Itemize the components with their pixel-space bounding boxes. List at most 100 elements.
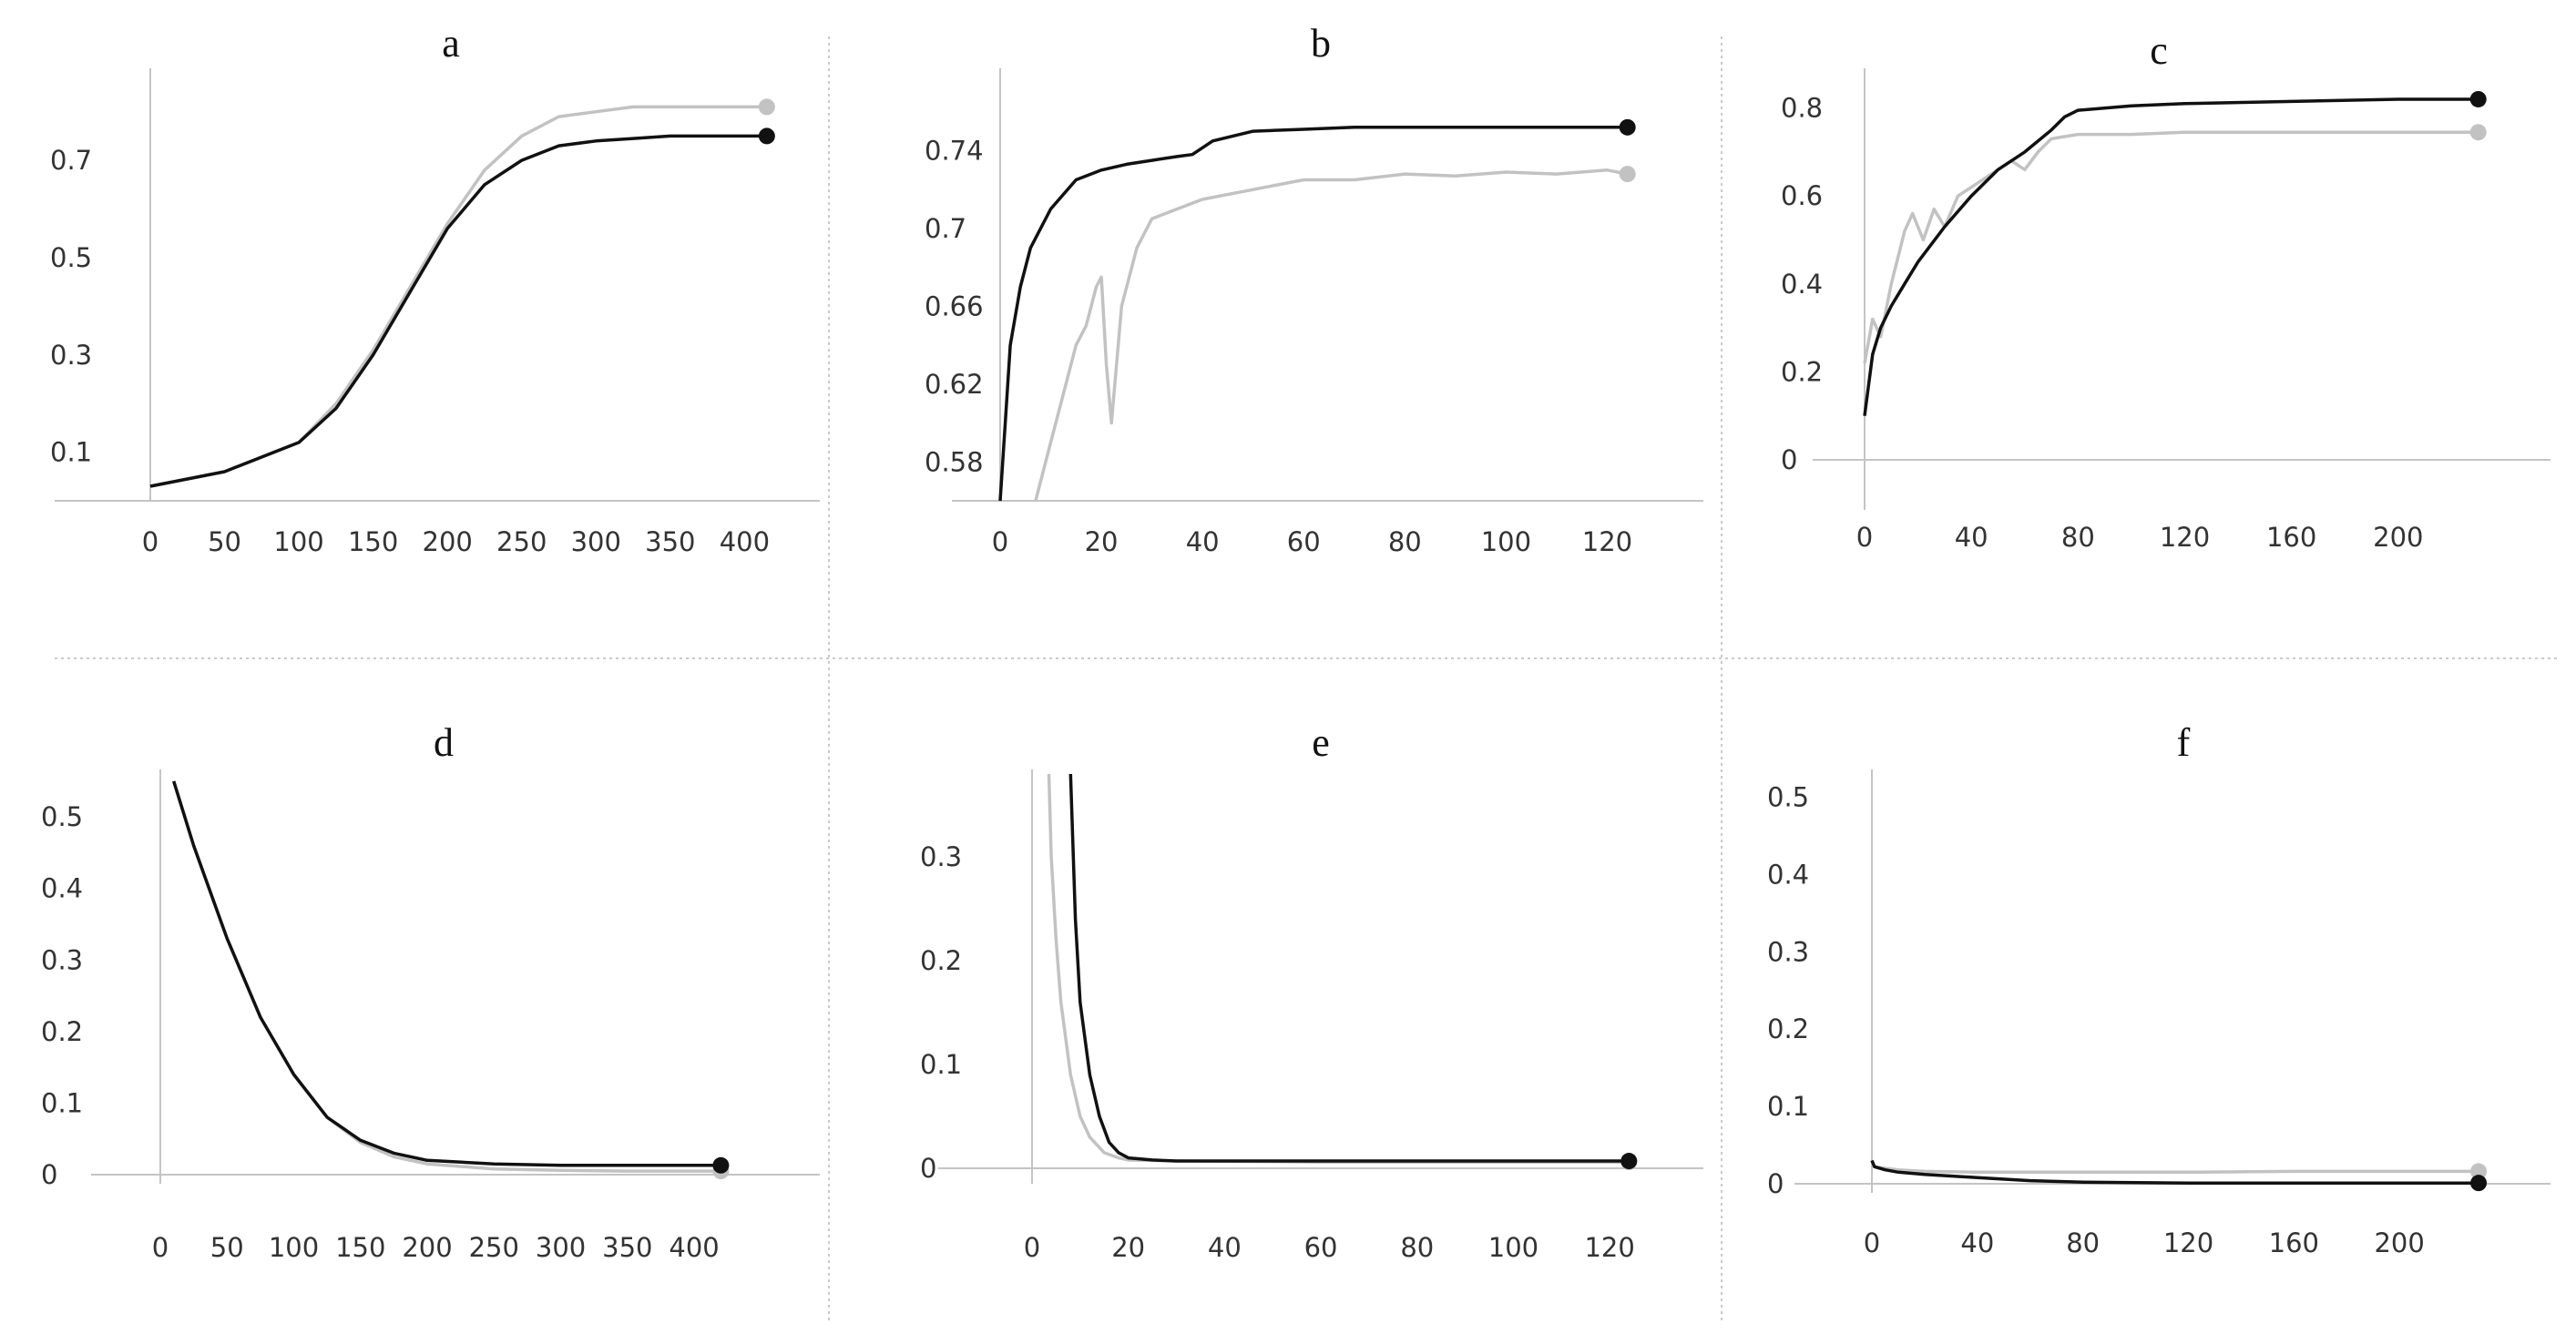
x-tick-label-a: 300 — [571, 526, 621, 557]
series-endpoint-gray-a — [758, 98, 775, 116]
y-tick-label-c: 0.8 — [1781, 93, 1823, 124]
series-endpoint-gray-c — [2469, 124, 2487, 141]
x-tick-label-d: 350 — [602, 1232, 652, 1263]
y-tick-label-a: 0.7 — [50, 145, 92, 176]
y-tick-label-e: 0.3 — [920, 841, 962, 872]
x-tick-label-f: 160 — [2269, 1227, 2319, 1258]
chart-panel-b: b 0 20 40 60 80 100 120 0.58 0.62 0.66 0.7 0.74 — [925, 21, 1703, 557]
y-tick-label-d: 0.1 — [41, 1087, 83, 1118]
y-tick-label-e: 0.1 — [920, 1049, 962, 1080]
chart-panel-d: d 0 50 100 150 200 250 300 350 400 0 0.1 0.2 0.3 0.4 0.… — [41, 720, 820, 1263]
series-line-black-d — [172, 780, 721, 1167]
x-tick-label-a: 400 — [720, 526, 770, 557]
series-endpoint-black-b — [1619, 118, 1636, 136]
x-tick-label-d: 300 — [536, 1232, 586, 1263]
series-line-gray-a — [149, 105, 767, 488]
y-tick-label-a: 0.5 — [50, 242, 92, 273]
x-tick-label-f: 40 — [1960, 1227, 1994, 1258]
x-tick-label-b: 100 — [1481, 526, 1531, 557]
x-tick-label-b: 0 — [992, 526, 1008, 557]
x-tick-label-f: 120 — [2163, 1227, 2213, 1258]
y-tick-label-f: 0.5 — [1767, 781, 1809, 812]
y-tick-label-f: 0.2 — [1767, 1013, 1809, 1044]
x-tick-label-a: 250 — [496, 526, 547, 557]
y-tick-label-c: 0.2 — [1781, 356, 1823, 387]
panel-title-f: f — [2177, 720, 2191, 765]
y-tick-label-d: 0.4 — [41, 873, 83, 904]
x-tick-label-c: 200 — [2373, 522, 2423, 553]
series-endpoint-black-e — [1620, 1153, 1638, 1170]
x-tick-label-e: 120 — [1584, 1232, 1634, 1263]
x-tick-label-a: 200 — [423, 526, 473, 557]
x-tick-label-c: 80 — [2061, 522, 2095, 553]
x-tick-label-d: 250 — [469, 1232, 519, 1263]
y-tick-label-e: 0.2 — [920, 945, 962, 976]
x-tick-label-f: 80 — [2066, 1227, 2100, 1258]
x-tick-label-b: 80 — [1388, 526, 1422, 557]
series-line-black-b — [998, 126, 1628, 502]
series-endpoint-gray-f — [2470, 1163, 2488, 1180]
y-tick-label-a: 0.3 — [50, 340, 92, 371]
x-tick-label-a: 0 — [142, 526, 158, 557]
panel-title-a: a — [442, 21, 460, 66]
x-tick-label-d: 0 — [152, 1232, 169, 1263]
y-tick-label-d: 0 — [41, 1159, 57, 1190]
chart-panel-a: a 0 50 100 150 200 250 300 350 400 0.1 0.3 0.5 0.7 — [50, 21, 820, 557]
x-tick-label-e: 0 — [1024, 1232, 1040, 1263]
y-tick-label-f: 0.4 — [1767, 859, 1809, 890]
series-line-black-a — [149, 134, 767, 488]
series-line-gray-f — [1870, 1163, 2479, 1175]
y-tick-label-b: 0.74 — [925, 135, 984, 166]
y-tick-label-c: 0 — [1781, 444, 1797, 475]
x-tick-label-d: 100 — [269, 1232, 319, 1263]
x-tick-label-d: 150 — [335, 1232, 385, 1263]
chart-panel-f: f 0 40 80 120 160 200 0 0.1 0.2 0.3 0.4 0.5 — [1767, 720, 2550, 1258]
x-tick-label-b: 20 — [1085, 526, 1119, 557]
series-line-gray-d — [172, 780, 721, 1173]
series-line-gray-c — [1863, 130, 2479, 364]
y-tick-label-c: 0.4 — [1781, 269, 1823, 300]
x-tick-label-e: 40 — [1208, 1232, 1242, 1263]
y-tick-label-c: 0.6 — [1781, 180, 1823, 211]
x-tick-label-c: 120 — [2160, 522, 2210, 553]
x-tick-label-d: 400 — [669, 1232, 719, 1263]
panel-title-d: d — [434, 720, 454, 765]
x-tick-label-c: 40 — [1955, 522, 1988, 553]
series-endpoint-black-f — [2470, 1175, 2488, 1192]
series-line-gray-b — [1034, 168, 1629, 502]
y-tick-label-b: 0.7 — [925, 213, 966, 244]
x-tick-label-d: 50 — [210, 1232, 244, 1263]
series-endpoint-black-a — [758, 127, 775, 145]
x-tick-label-a: 350 — [645, 526, 695, 557]
x-tick-label-c: 160 — [2266, 522, 2316, 553]
chart-panel-c: c 0 40 80 120 160 200 0 0.2 0.4 0.6 0.8 — [1781, 28, 2550, 553]
y-tick-label-d: 0.3 — [41, 944, 83, 975]
x-tick-label-e: 80 — [1400, 1232, 1434, 1263]
panel-title-b: b — [1311, 21, 1331, 66]
series-line-black-f — [1870, 1159, 2479, 1185]
series-line-black-e — [1068, 773, 1630, 1163]
x-tick-label-b: 40 — [1186, 526, 1220, 557]
x-tick-label-e: 20 — [1111, 1232, 1145, 1263]
x-tick-label-b: 120 — [1582, 526, 1632, 557]
y-tick-label-f: 0 — [1767, 1168, 1784, 1199]
y-tick-label-d: 0.5 — [41, 801, 83, 832]
panel-title-c: c — [2150, 28, 2168, 73]
x-tick-label-a: 50 — [208, 526, 241, 557]
chart-panel-e: e 0 20 40 60 80 100 120 0 0.1 0.2 0.3 — [920, 720, 1703, 1263]
y-tick-label-a: 0.1 — [50, 437, 92, 468]
x-tick-label-e: 100 — [1488, 1232, 1538, 1263]
x-tick-label-f: 0 — [1864, 1227, 1880, 1258]
panel-title-e: e — [1312, 720, 1330, 765]
x-tick-label-b: 60 — [1287, 526, 1321, 557]
y-tick-label-e: 0 — [920, 1153, 936, 1184]
series-line-black-c — [1863, 97, 2479, 416]
series-endpoint-black-c — [2469, 90, 2487, 107]
series-line-gray-e — [1047, 773, 1630, 1164]
y-tick-label-f: 0.1 — [1767, 1091, 1809, 1122]
y-tick-label-b: 0.58 — [925, 446, 984, 477]
x-tick-label-a: 100 — [273, 526, 323, 557]
y-tick-label-b: 0.66 — [925, 290, 984, 321]
x-tick-label-e: 60 — [1304, 1232, 1338, 1263]
